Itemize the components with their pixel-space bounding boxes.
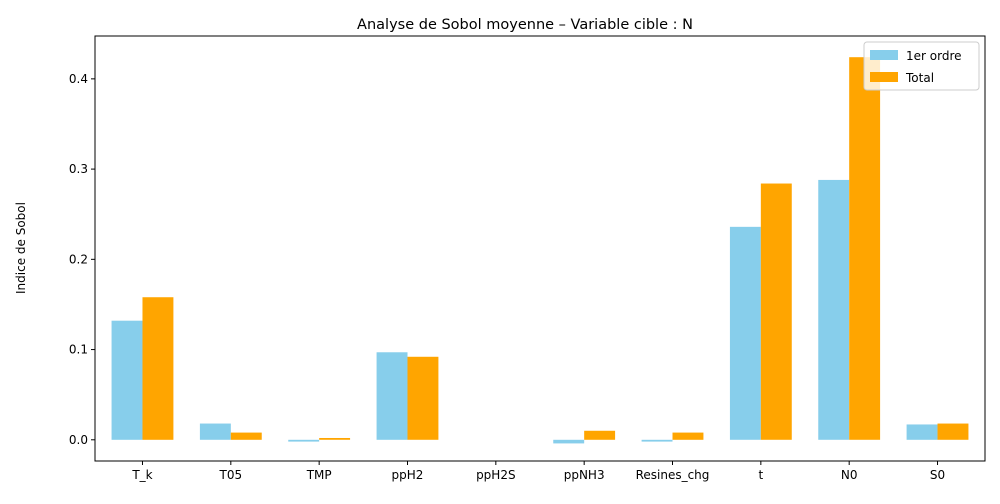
plot-frame <box>94 35 986 462</box>
x-tick-label-T_k: T_k <box>131 468 152 482</box>
bar-total-ppNH3 <box>584 430 616 440</box>
x-tick-label-Resines_chg: Resines_chg <box>636 468 710 482</box>
legend-label-first-order: 1er ordre <box>906 49 962 63</box>
legend: 1er ordre Total <box>863 41 980 91</box>
legend-swatch-first-order <box>870 50 898 60</box>
bar-first-order-T_k <box>111 320 143 440</box>
bars-layer <box>111 57 969 444</box>
bar-total-ppH2 <box>407 356 439 440</box>
bar-total-T_k <box>142 297 174 440</box>
legend-label-total: Total <box>905 71 934 85</box>
x-tick-label-t: t <box>758 468 763 482</box>
bar-first-order-ppH2 <box>376 352 408 440</box>
bar-total-T05 <box>230 432 262 440</box>
x-tick-label-ppH2S: ppH2S <box>476 468 516 482</box>
bar-total-t <box>760 183 792 440</box>
y-axis-title: Indice de Sobol <box>14 202 28 294</box>
x-tick-label-N0: N0 <box>841 468 858 482</box>
x-tick-label-ppH2: ppH2 <box>392 468 424 482</box>
x-tick-label-TMP: TMP <box>306 468 332 482</box>
x-tick-label-T05: T05 <box>219 468 243 482</box>
bar-first-order-N0 <box>818 179 850 440</box>
bar-first-order-Resines_chg <box>641 439 673 442</box>
bar-first-order-t <box>729 226 761 440</box>
bar-total-TMP <box>319 437 351 440</box>
y-tick-label: 0.2 <box>69 252 88 266</box>
bar-first-order-TMP <box>288 439 320 442</box>
bar-total-S0 <box>937 423 969 440</box>
chart-title: Analyse de Sobol moyenne – Variable cibl… <box>357 17 693 33</box>
y-tick-label: 0.1 <box>69 343 88 357</box>
bar-total-Resines_chg <box>672 432 704 440</box>
y-tick-label: 0.0 <box>69 433 88 447</box>
x-tick-label-S0: S0 <box>930 468 945 482</box>
legend-swatch-total <box>870 72 898 82</box>
bar-first-order-ppNH3 <box>553 439 585 444</box>
y-tick-label: 0.4 <box>69 72 88 86</box>
y-tick-label: 0.3 <box>69 162 88 176</box>
x-tick-label-ppNH3: ppNH3 <box>564 468 605 482</box>
axes-layer: 0.0 0.1 0.2 0.3 0.4 T_k T05 TMP ppH2 ppH2S ppNH3 Re… <box>69 35 986 482</box>
bar-total-N0 <box>849 57 881 440</box>
bar-first-order-T05 <box>199 423 231 440</box>
bar-first-order-S0 <box>906 424 938 440</box>
